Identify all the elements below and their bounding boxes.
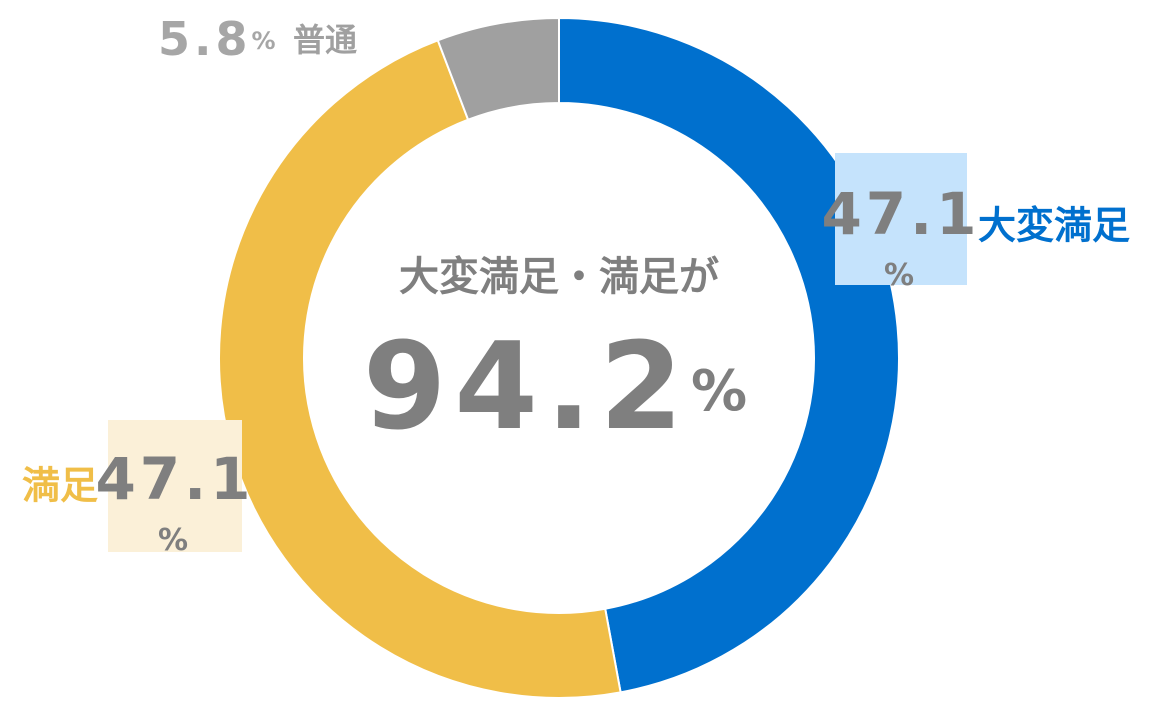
center-value: 94.2% bbox=[363, 318, 755, 457]
category-label: 大変満足 bbox=[978, 204, 1130, 248]
label-box bbox=[835, 153, 967, 285]
value-label: 47.1% bbox=[95, 445, 254, 557]
center-label: 大変満足・満足が bbox=[399, 254, 719, 300]
category-label: 普通 bbox=[293, 21, 357, 59]
donut-segment bbox=[436, 16, 560, 122]
label-box bbox=[108, 420, 242, 552]
donut-segment bbox=[218, 39, 622, 699]
value-label: 5.8% bbox=[158, 12, 280, 66]
donut-segment bbox=[558, 16, 900, 694]
category-label: 満足 bbox=[22, 464, 98, 508]
value-label: 47.1% bbox=[821, 180, 980, 292]
